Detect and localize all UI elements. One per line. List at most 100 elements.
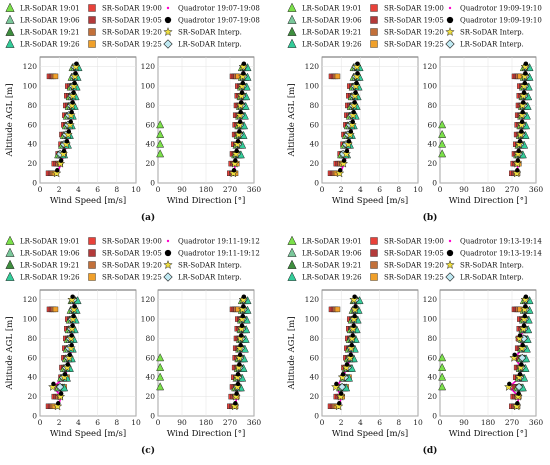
sr-interp-point — [516, 119, 527, 129]
legend-marker — [88, 40, 96, 48]
legend-marker — [287, 38, 297, 48]
legend-label: LR-SoDAR 19:21 — [20, 29, 80, 37]
x-tick-label: 10 — [413, 185, 423, 194]
quadrotor-point — [70, 294, 75, 299]
y-tick-label: 80 — [309, 334, 319, 343]
lr-sodar-point — [156, 362, 165, 371]
sr-interp-point — [518, 90, 529, 100]
y-tick-label: 120 — [423, 62, 438, 71]
panel-label: (c) — [141, 445, 155, 456]
legend-marker — [370, 237, 378, 245]
legend-label: SR-SoDAR 19:05 — [102, 17, 162, 25]
y-tick-label: 40 — [309, 140, 319, 149]
sr-interp-point — [509, 352, 519, 362]
sr-interp-point — [330, 381, 341, 392]
legend-label: SR-SoDAR 19:25 — [384, 41, 444, 49]
x-tick-label: 6 — [377, 418, 382, 427]
x-tick-label: 90 — [459, 418, 469, 427]
sr-interp-point — [511, 168, 522, 178]
x-tick-label: 0 — [156, 418, 161, 427]
y-tick-label: 40 — [145, 140, 155, 149]
sr-interp-point — [334, 168, 345, 178]
sr-interp-point — [347, 333, 357, 343]
y-tick-label: 20 — [309, 159, 319, 168]
speed-x-axis-label: Wind Speed [m/s] — [50, 429, 126, 439]
y-tick-label: 60 — [309, 353, 319, 362]
y-tick-label: 80 — [27, 101, 37, 110]
y-tick-label: 20 — [427, 159, 437, 168]
sr-interp-point — [238, 61, 249, 71]
legend-label: LR-SoDAR 19:01 — [302, 5, 362, 13]
sr-interp-point — [231, 148, 241, 159]
sr-interp-point — [237, 81, 247, 91]
quadrotor-point — [240, 80, 246, 86]
sr-interp-point — [520, 294, 531, 304]
sr-interp-point — [514, 139, 525, 149]
legend-marker — [446, 249, 454, 257]
y-tick-label: 0 — [32, 179, 37, 188]
quadrotor-point — [62, 371, 68, 377]
y-tick-label: 40 — [309, 373, 319, 382]
quadrotor-point — [71, 90, 76, 96]
sr-interp-point — [66, 343, 76, 353]
quadrotor-point — [68, 119, 73, 125]
legend-marker — [166, 6, 170, 10]
legend-label: SR-SoDAR 19:20 — [102, 262, 162, 270]
sr-interp-point — [229, 401, 240, 411]
legend-marker — [287, 271, 297, 281]
panel-2: LR-SoDAR 19:01 LR-SoDAR 19:06 LR-SoDAR 19:… — [287, 2, 543, 223]
legend-label: LR-SoDAR 19:21 — [302, 262, 362, 270]
quadrotor-point — [512, 352, 517, 358]
quadrotor-point — [64, 138, 70, 144]
y-axis-label: Altitude AGL [m] — [5, 316, 15, 390]
y-tick-label: 60 — [145, 120, 155, 129]
y-tick-label: 80 — [145, 101, 155, 110]
sr-interp-point — [237, 304, 248, 314]
legend-label: Quadrotor 19:11-19:12 — [178, 238, 260, 246]
quadrotor-point — [348, 129, 354, 134]
y-axis-label: Altitude AGL [m] — [287, 316, 297, 390]
legend-marker — [448, 239, 452, 243]
y-tick-label: 100 — [23, 315, 38, 324]
legend-label: SR-SoDAR 19:20 — [384, 29, 444, 37]
sr-interp-point — [66, 333, 76, 343]
y-axis-label: Altitude AGL [m] — [287, 83, 297, 157]
sr-interp-point — [68, 314, 78, 324]
legend-marker — [164, 16, 172, 24]
legend-marker — [370, 16, 378, 24]
legend-marker — [370, 273, 378, 281]
sr-interp-point — [348, 323, 358, 333]
quadrotor-point — [55, 401, 61, 406]
legend-marker — [445, 39, 455, 49]
quadrotor-point — [351, 109, 356, 115]
panel-3: LR-SoDAR 19:01 LR-SoDAR 19:06 LR-SoDAR 19:… — [5, 235, 261, 456]
sr-interp-point — [228, 168, 239, 178]
y-tick-label: 80 — [427, 334, 437, 343]
quadrotor-point — [51, 381, 56, 387]
y-tick-label: 100 — [423, 315, 438, 324]
quadrotor-point — [72, 80, 77, 86]
legend-label: SR-SoDAR 19:00 — [102, 5, 162, 13]
legend-label: SR-SoDAR Interp. — [460, 262, 524, 270]
speed-x-axis-label: Wind Speed [m/s] — [50, 196, 126, 206]
quadrotor-point — [521, 90, 527, 96]
legend-marker — [448, 6, 452, 10]
legend-marker — [446, 16, 454, 24]
legend-label: Quadrotor 19:09-19:10 — [460, 5, 542, 13]
sr-interp-point — [66, 110, 76, 120]
sr-interp-point — [64, 352, 74, 362]
lr-sodar-point — [156, 353, 165, 362]
sr-interp-point — [352, 61, 362, 71]
quadrotor-point — [241, 304, 246, 309]
quadrotor-point — [350, 333, 355, 338]
sr-interp-point — [520, 61, 531, 71]
quadrotor-point — [241, 71, 246, 76]
sr-interp-point — [52, 401, 63, 411]
sr-sodar-point — [52, 306, 59, 313]
quadrotor-point — [66, 129, 72, 134]
y-tick-label: 80 — [27, 334, 37, 343]
legend-label: Quadrotor 19:13-19:14 — [460, 250, 542, 258]
sr-interp-point — [234, 119, 245, 129]
legend-label: LR-SoDAR 19:21 — [20, 262, 80, 270]
